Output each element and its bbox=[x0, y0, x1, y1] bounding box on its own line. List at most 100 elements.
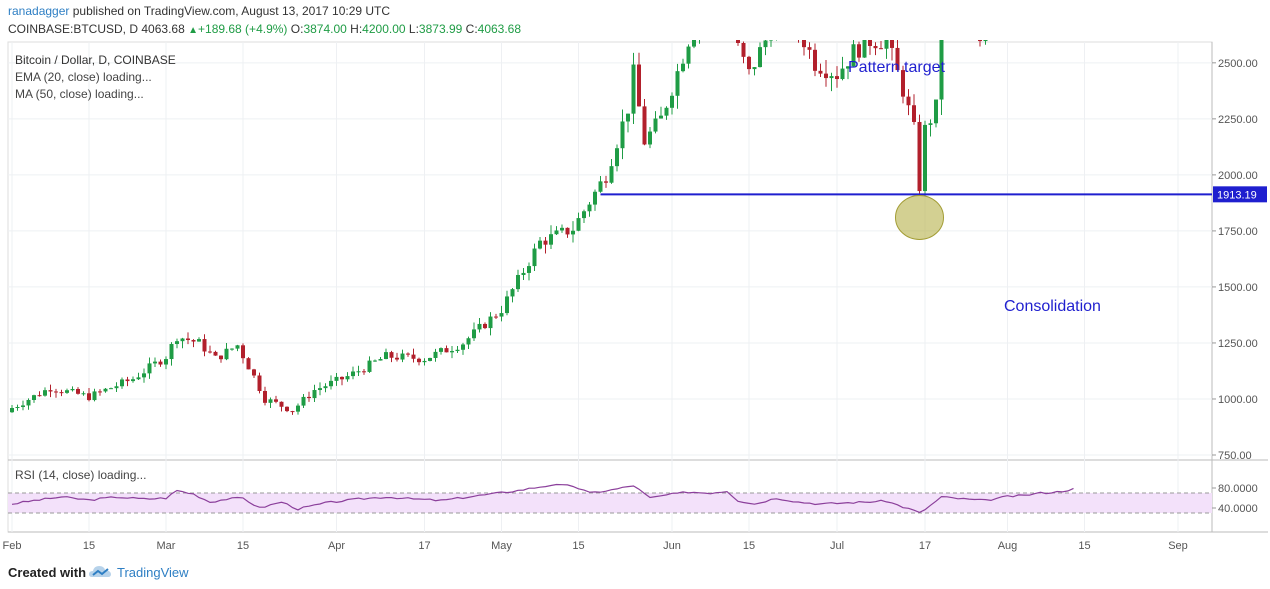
candle-up bbox=[631, 64, 636, 114]
candle-down bbox=[411, 354, 416, 359]
candle-down bbox=[98, 391, 102, 393]
close-label: C: bbox=[465, 22, 478, 36]
candle-up bbox=[164, 359, 168, 365]
candle-up bbox=[180, 338, 185, 342]
candle-down bbox=[873, 45, 878, 49]
candle-down bbox=[978, 40, 982, 42]
candle-up bbox=[840, 68, 845, 80]
candle-up bbox=[521, 272, 526, 275]
candle-up bbox=[422, 360, 427, 363]
highlight-circle bbox=[895, 194, 944, 240]
candle-up bbox=[147, 363, 152, 374]
candle-up bbox=[43, 390, 47, 396]
author-link[interactable]: ranadagger bbox=[8, 4, 70, 18]
candle-up bbox=[268, 399, 273, 403]
candle-down bbox=[868, 40, 872, 46]
candle-down bbox=[219, 355, 223, 360]
candle-up bbox=[686, 46, 691, 64]
candle-up bbox=[318, 388, 322, 391]
candle-down bbox=[444, 348, 449, 353]
close-value: 4063.68 bbox=[477, 22, 522, 36]
candle-up bbox=[373, 360, 377, 362]
candle-up bbox=[648, 131, 652, 145]
candle-down bbox=[417, 358, 421, 363]
price-chart[interactable]: 4086.792999.991913.19 4250.004000.003750… bbox=[0, 40, 1270, 560]
candle-down bbox=[186, 338, 190, 341]
candle-down bbox=[307, 396, 311, 399]
ohlc-readout: COINBASE:BTCUSD, D 4063.68 ▲+189.68 (+4.… bbox=[8, 22, 521, 36]
candle-up bbox=[450, 351, 454, 353]
candle-up bbox=[532, 248, 537, 267]
candle-up bbox=[461, 344, 465, 350]
candle-down bbox=[824, 73, 828, 79]
chart-header: ranadagger published on TradingView.com,… bbox=[0, 0, 1270, 40]
candle-up bbox=[345, 376, 350, 380]
candle-up bbox=[499, 313, 504, 317]
candle-down bbox=[835, 76, 839, 80]
candle-up bbox=[21, 405, 25, 408]
grid-lines bbox=[8, 42, 1212, 532]
candle-up bbox=[576, 218, 581, 231]
candle-up bbox=[65, 390, 69, 393]
candle-down bbox=[389, 352, 394, 358]
time-tick-label: Mar bbox=[157, 540, 176, 552]
candle-down bbox=[202, 339, 207, 352]
price-tick-label: 1250.00 bbox=[1218, 338, 1258, 350]
chart-title: Bitcoin / Dollar, D, COINBASE bbox=[15, 53, 176, 67]
candle-down bbox=[565, 227, 570, 235]
candle-up bbox=[664, 107, 669, 116]
candle-up bbox=[466, 338, 471, 345]
candle-down bbox=[246, 358, 251, 370]
rsi-legend: RSI (14, close) loading... bbox=[15, 468, 146, 482]
candle-up bbox=[862, 40, 867, 58]
candle-series bbox=[10, 40, 988, 415]
candle-up bbox=[109, 388, 113, 390]
candle-up bbox=[32, 395, 36, 400]
candle-down bbox=[191, 340, 196, 342]
footer: Created with TradingView bbox=[0, 560, 1270, 589]
candle-down bbox=[807, 47, 812, 50]
candle-up bbox=[136, 377, 141, 380]
price-tick-label: 2000.00 bbox=[1218, 170, 1258, 182]
candle-up bbox=[10, 408, 14, 413]
candle-up bbox=[142, 373, 146, 378]
level-lines: 4086.792999.991913.19 bbox=[600, 186, 1267, 240]
rsi-tick-label: 80.0000 bbox=[1218, 483, 1258, 495]
candle-up bbox=[175, 341, 179, 345]
candle-down bbox=[741, 43, 746, 57]
candle-up bbox=[103, 388, 108, 392]
candle-down bbox=[290, 411, 295, 413]
candle-up bbox=[560, 227, 564, 231]
candle-down bbox=[879, 48, 883, 50]
candle-down bbox=[76, 388, 80, 394]
price-tick-label: 750.00 bbox=[1218, 450, 1252, 462]
candle-down bbox=[642, 106, 647, 145]
price-tick-label: 2250.00 bbox=[1218, 114, 1258, 126]
candle-down bbox=[813, 49, 817, 71]
candle-up bbox=[829, 76, 834, 79]
candle-up bbox=[488, 316, 493, 329]
candle-down bbox=[912, 105, 916, 122]
tradingview-cloud-icon bbox=[89, 566, 111, 577]
candle-down bbox=[54, 391, 58, 393]
candle-down bbox=[901, 70, 905, 97]
time-tick-label: Aug bbox=[998, 540, 1018, 552]
candle-up bbox=[593, 191, 597, 205]
candle-up bbox=[510, 289, 515, 297]
candle-up bbox=[653, 118, 658, 132]
tradingview-brand[interactable]: TradingView bbox=[117, 565, 189, 580]
candle-down bbox=[483, 323, 487, 329]
candle-down bbox=[494, 316, 498, 318]
candle-up bbox=[153, 361, 157, 364]
candle-up bbox=[301, 396, 306, 406]
publish-info: ranadagger published on TradingView.com,… bbox=[8, 4, 390, 18]
consolidation-label: Consolidation bbox=[1004, 298, 1101, 315]
candle-up bbox=[587, 204, 592, 212]
candle-up bbox=[235, 345, 240, 349]
low-label: L: bbox=[408, 22, 419, 36]
candle-up bbox=[296, 405, 300, 412]
candle-up bbox=[26, 399, 31, 406]
candle-down bbox=[125, 379, 130, 382]
candle-up bbox=[224, 348, 229, 360]
triangle-up-icon: ▲ bbox=[188, 25, 199, 36]
